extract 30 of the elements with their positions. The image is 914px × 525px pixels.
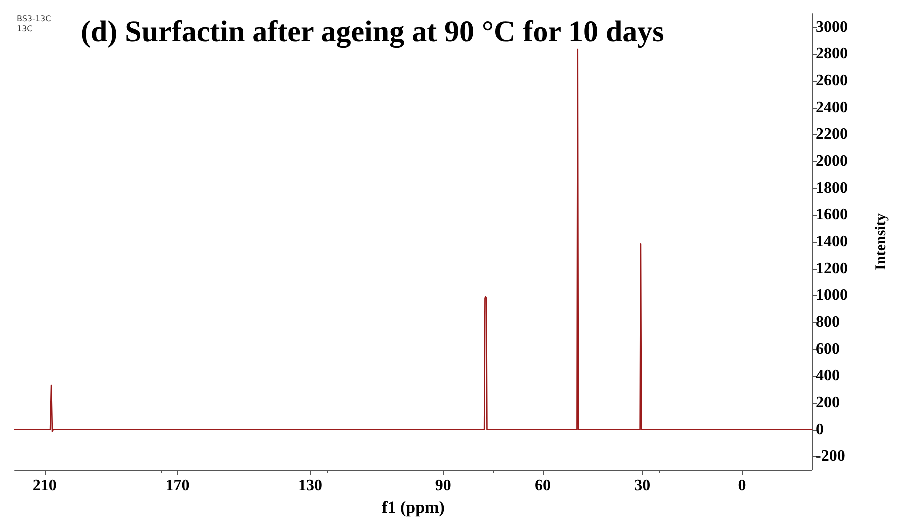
y-axis-title: Intensity (874, 213, 890, 270)
y-tick-label: -200 (816, 448, 846, 466)
y-tick-label: 2200 (816, 126, 848, 144)
x-tick-label: 170 (166, 478, 190, 494)
y-tick-label: 2400 (816, 99, 848, 116)
annotation: BS3-13C (17, 14, 52, 24)
y-tick-label: 1000 (816, 287, 848, 304)
y-tick-label: 3000 (816, 18, 848, 36)
y-tick-label: 2000 (816, 153, 848, 170)
x-tick-label: 30 (634, 478, 651, 494)
y-tick-label: 800 (816, 314, 840, 331)
y-tick-label: 1400 (816, 234, 848, 250)
y-tick-label: 2800 (816, 46, 848, 63)
chart-title: (d) Surfactin after ageing at 90 °C for 10 days (81, 16, 664, 48)
y-tick-label: 400 (816, 368, 840, 385)
line-series (14, 48, 813, 432)
annotation: 13C (17, 24, 34, 34)
y-tick-label: 1200 (816, 260, 848, 278)
x-tick-label: 60 (535, 478, 552, 494)
y-tick-label: 600 (816, 340, 840, 358)
y-tick-label: 0 (816, 421, 824, 438)
x-tick-label: 210 (32, 478, 57, 494)
x-tick-label: 0 (738, 478, 746, 494)
y-tick-label: 200 (816, 394, 840, 412)
y-tick-label: 1600 (816, 206, 848, 224)
x-axis-title: f1 (ppm) (382, 498, 445, 517)
y-tick-label: 2600 (816, 72, 848, 90)
x-tick-label: 90 (435, 478, 452, 494)
y-tick-label: 1800 (816, 180, 848, 197)
x-tick-label: 130 (298, 478, 323, 494)
